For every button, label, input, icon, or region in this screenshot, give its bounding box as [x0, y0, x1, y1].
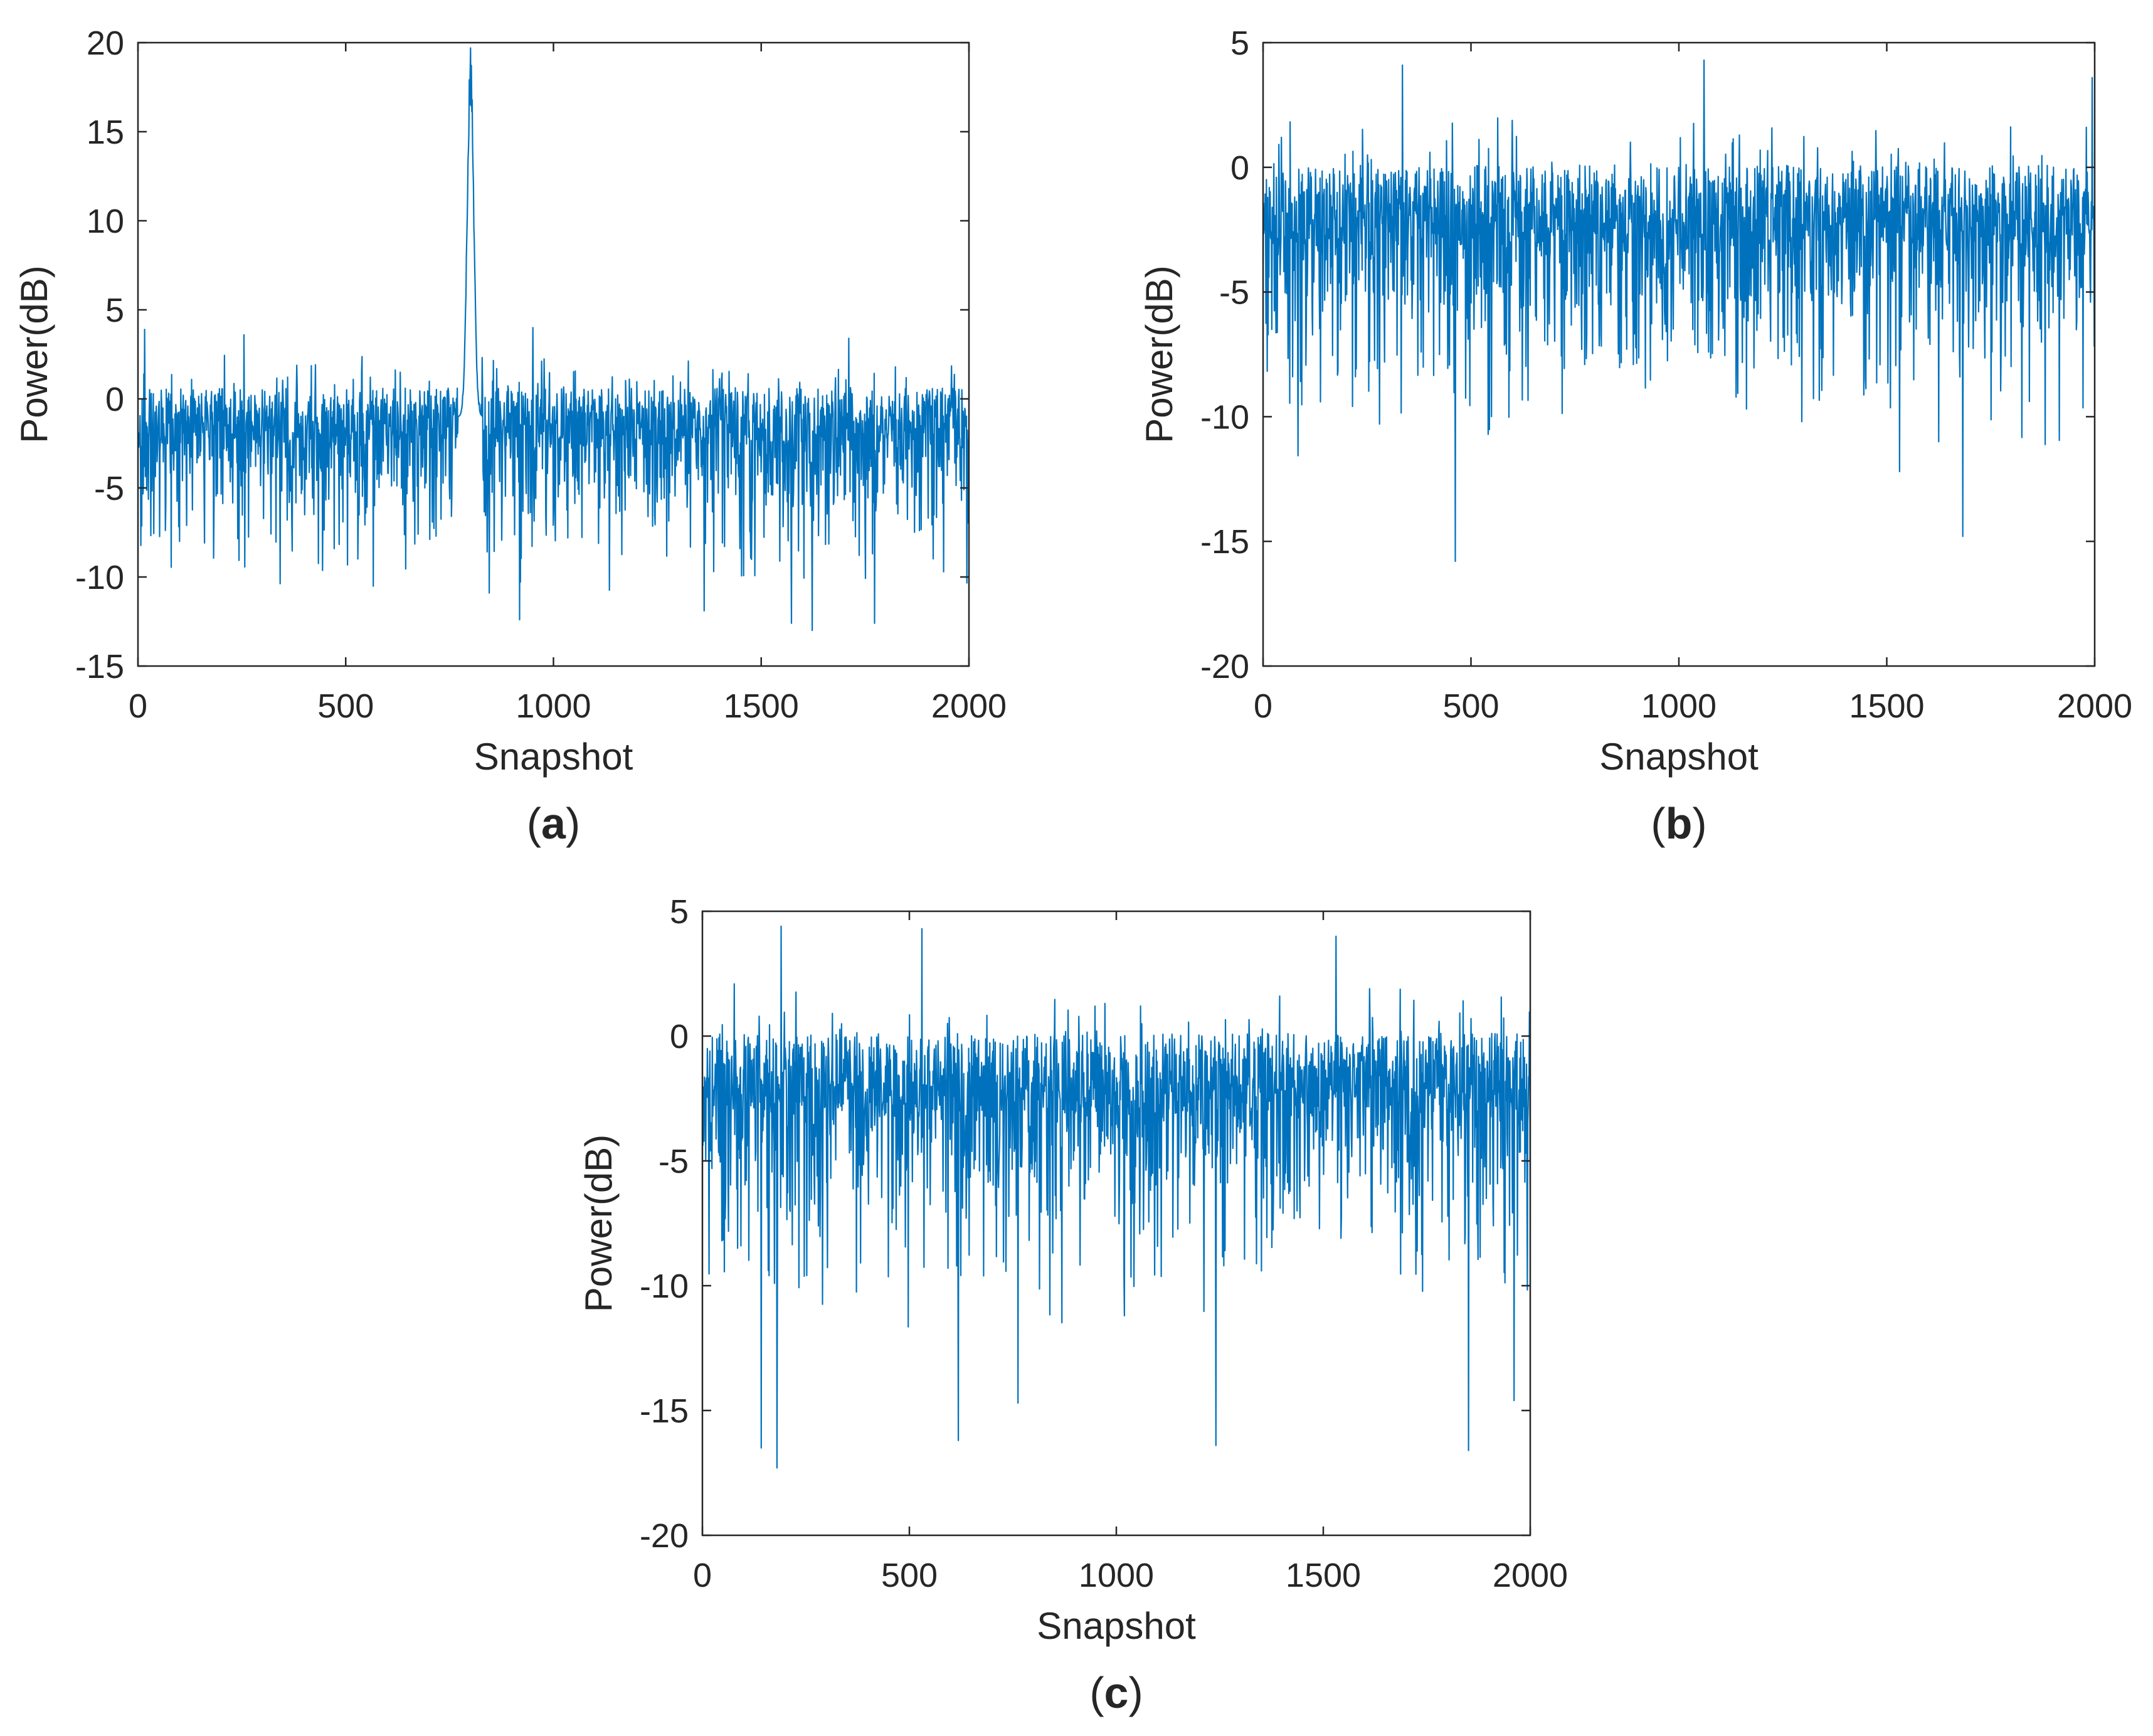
panel-caption-a: (a) — [527, 799, 581, 848]
x-axis-label: Snapshot — [1599, 736, 1759, 778]
x-tick-label: 500 — [881, 1557, 938, 1594]
data-line-b — [1262, 59, 2096, 563]
x-tick-label: 0 — [129, 687, 147, 725]
x-axis-label: Snapshot — [1037, 1605, 1196, 1647]
chart-panel-b: 0 500 1000 1500 2000 -20 -15 -10 -5 0 5 Snapshot Pow… — [1138, 24, 2132, 848]
y-tick-label: 20 — [87, 24, 124, 62]
y-tick-label: -5 — [1219, 274, 1249, 312]
y-tick-label: 0 — [670, 1018, 689, 1056]
plot-area — [138, 43, 969, 666]
x-tick-label: 500 — [317, 687, 374, 725]
x-tick-label: 0 — [1254, 687, 1272, 725]
data-line-a — [137, 47, 970, 632]
data-line-c — [701, 925, 1531, 1469]
y-tick-label: 5 — [670, 893, 689, 931]
y-tick-label: 0 — [1230, 149, 1249, 187]
x-tick-label: 2000 — [2057, 687, 2132, 725]
y-axis-label: Power(dB) — [1138, 265, 1180, 443]
caption-letter: a — [541, 799, 566, 848]
y-tick-label: -10 — [640, 1268, 689, 1305]
caption-open-paren: ( — [1651, 799, 1665, 848]
y-tick-label: 15 — [87, 114, 124, 151]
y-tick-label: -10 — [75, 559, 124, 596]
x-tick-label: 500 — [1442, 687, 1499, 725]
caption-open-paren: ( — [527, 799, 541, 848]
caption-close-paren: ) — [1128, 1668, 1143, 1717]
caption-open-paren: ( — [1089, 1668, 1104, 1717]
caption-close-paren: ) — [1692, 799, 1706, 848]
x-tick-label: 1000 — [516, 687, 591, 725]
y-tick-label: 0 — [105, 381, 124, 418]
y-tick-label: -15 — [640, 1392, 689, 1430]
plot-area — [1263, 43, 2095, 666]
y-tick-label: -20 — [1200, 648, 1249, 685]
y-tick-label: -15 — [75, 648, 124, 685]
x-tick-label: 1500 — [1849, 687, 1924, 725]
y-tick-label: -20 — [640, 1517, 689, 1555]
panel-caption-b: (b) — [1651, 799, 1706, 848]
y-tick-label: -5 — [94, 470, 124, 507]
x-tick-label: 1000 — [1079, 1557, 1154, 1594]
y-tick-label: 10 — [87, 203, 124, 240]
panel-caption-c: (c) — [1089, 1668, 1143, 1717]
plot-area — [702, 911, 1530, 1535]
y-tick-label: -10 — [1200, 398, 1249, 436]
x-tick-label: 1000 — [1641, 687, 1717, 725]
x-tick-label: 1500 — [1286, 1557, 1361, 1594]
x-tick-label: 0 — [693, 1557, 712, 1594]
y-tick-label: 5 — [1230, 24, 1249, 62]
x-axis-label: Snapshot — [474, 736, 633, 778]
y-tick-label: -15 — [1200, 523, 1249, 561]
caption-letter: b — [1666, 799, 1693, 848]
x-tick-label: 1500 — [724, 687, 799, 725]
caption-letter: c — [1104, 1668, 1129, 1717]
x-tick-label: 2000 — [931, 687, 1007, 725]
chart-panel-c: 0 500 1000 1500 2000 -20 -15 -10 -5 0 5 Snapshot Pow… — [578, 893, 1568, 1717]
caption-close-paren: ) — [566, 799, 580, 848]
y-axis-label: Power(dB) — [13, 265, 55, 443]
y-axis-label: Power(dB) — [578, 1135, 620, 1312]
x-tick-label: 2000 — [1493, 1557, 1568, 1594]
y-tick-label: -5 — [659, 1143, 689, 1180]
y-tick-label: 5 — [105, 292, 124, 329]
chart-panel-a: 0 500 1000 1500 2000 -15 -10 -5 0 5 10 15 20 Snapshot… — [13, 24, 1007, 848]
